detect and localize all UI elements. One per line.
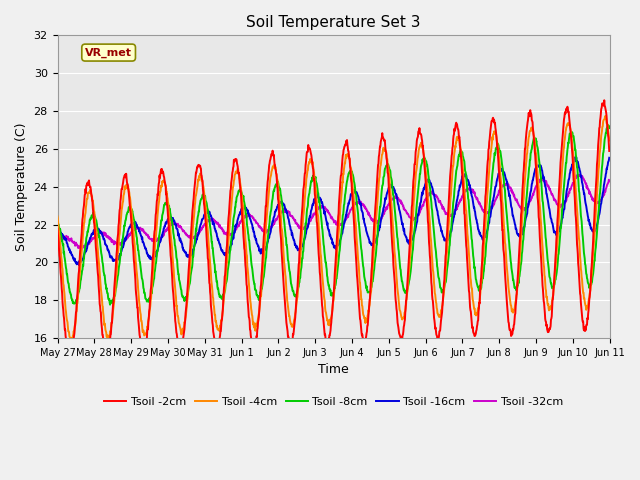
Tsoil -8cm xyxy=(540,214,548,220)
Tsoil -8cm xyxy=(239,192,246,198)
Tsoil -16cm xyxy=(54,232,61,238)
Tsoil -8cm xyxy=(605,125,613,131)
Tsoil -2cm xyxy=(540,300,548,306)
Tsoil -2cm xyxy=(239,216,246,222)
Line: Tsoil -16cm: Tsoil -16cm xyxy=(58,157,609,265)
Title: Soil Temperature Set 3: Soil Temperature Set 3 xyxy=(246,15,421,30)
Tsoil -32cm xyxy=(492,197,499,203)
Tsoil -4cm xyxy=(177,327,184,333)
Tsoil -32cm xyxy=(577,172,584,178)
X-axis label: Time: Time xyxy=(318,363,349,376)
Tsoil -16cm xyxy=(239,207,246,213)
Tsoil -16cm xyxy=(177,238,184,243)
Tsoil -2cm xyxy=(600,97,608,103)
Tsoil -2cm xyxy=(492,125,499,131)
Tsoil -2cm xyxy=(67,355,74,361)
Tsoil -8cm xyxy=(492,150,499,156)
Legend: Tsoil -2cm, Tsoil -4cm, Tsoil -8cm, Tsoil -16cm, Tsoil -32cm: Tsoil -2cm, Tsoil -4cm, Tsoil -8cm, Tsoi… xyxy=(100,392,568,411)
Tsoil -8cm xyxy=(163,200,171,206)
Tsoil -32cm xyxy=(177,224,184,230)
Tsoil -2cm xyxy=(177,347,184,353)
Tsoil -8cm xyxy=(419,157,427,163)
Y-axis label: Soil Temperature (C): Soil Temperature (C) xyxy=(15,122,28,251)
Tsoil -32cm xyxy=(163,227,171,232)
Tsoil -2cm xyxy=(54,226,61,231)
Line: Tsoil -4cm: Tsoil -4cm xyxy=(58,116,609,340)
Line: Tsoil -32cm: Tsoil -32cm xyxy=(58,175,609,248)
Tsoil -16cm xyxy=(163,218,171,224)
Tsoil -32cm xyxy=(605,179,613,184)
Tsoil -4cm xyxy=(239,199,246,205)
Tsoil -16cm xyxy=(492,184,499,190)
Tsoil -2cm xyxy=(163,203,171,208)
Line: Tsoil -8cm: Tsoil -8cm xyxy=(58,125,609,305)
Tsoil -2cm xyxy=(605,148,613,154)
Tsoil -16cm xyxy=(75,262,83,268)
Tsoil -16cm xyxy=(540,175,548,181)
Tsoil -4cm xyxy=(605,138,613,144)
Tsoil -8cm xyxy=(177,284,184,290)
Tsoil -16cm xyxy=(419,188,427,193)
Tsoil -32cm xyxy=(239,216,246,221)
Tsoil -8cm xyxy=(54,222,61,228)
Tsoil -4cm xyxy=(492,131,499,137)
Tsoil -32cm xyxy=(419,203,427,209)
Text: VR_met: VR_met xyxy=(85,48,132,58)
Line: Tsoil -2cm: Tsoil -2cm xyxy=(58,100,609,358)
Tsoil -4cm xyxy=(54,214,61,219)
Tsoil -8cm xyxy=(106,302,114,308)
Tsoil -4cm xyxy=(419,147,427,153)
Tsoil -32cm xyxy=(54,238,61,243)
Tsoil -32cm xyxy=(540,177,548,183)
Tsoil -4cm xyxy=(68,337,76,343)
Tsoil -4cm xyxy=(602,113,609,119)
Tsoil -16cm xyxy=(572,155,579,160)
Tsoil -4cm xyxy=(540,264,548,270)
Tsoil -4cm xyxy=(163,194,171,200)
Tsoil -2cm xyxy=(419,149,427,155)
Tsoil -32cm xyxy=(79,245,86,251)
Tsoil -16cm xyxy=(605,155,613,161)
Tsoil -8cm xyxy=(605,122,612,128)
